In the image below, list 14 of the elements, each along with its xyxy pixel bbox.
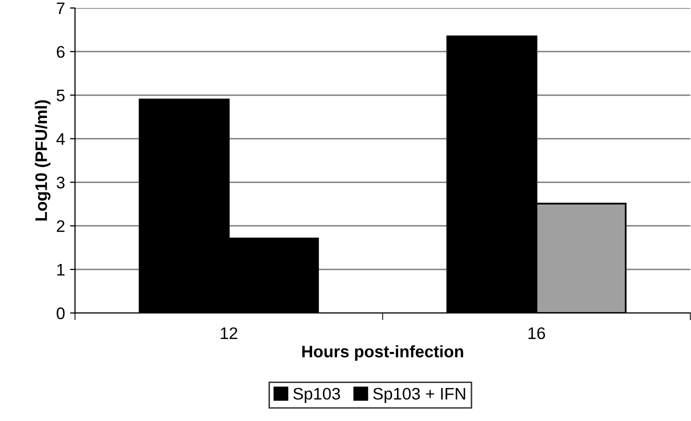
- legend-label: Sp103: [293, 388, 340, 403]
- y-tick-label: 2: [56, 220, 64, 232]
- y-tick-label: 0: [56, 307, 65, 320]
- y-axis-title: Log10 (PFU/ml): [34, 100, 50, 220]
- x-tick-label: 16: [528, 327, 546, 340]
- y-tick-label: 3: [56, 176, 65, 188]
- y-tick-label: 7: [56, 2, 64, 14]
- x-axis-title: Hours post-infection: [302, 345, 464, 361]
- y-tick-label: 1: [57, 264, 64, 276]
- y-tick-label: 5: [56, 90, 65, 102]
- y-tick-label: 6: [56, 46, 65, 58]
- x-tick-label: 12: [220, 327, 238, 339]
- legend-label: Sp103 + IFN: [373, 388, 466, 403]
- y-tick-label: 4: [56, 133, 65, 145]
